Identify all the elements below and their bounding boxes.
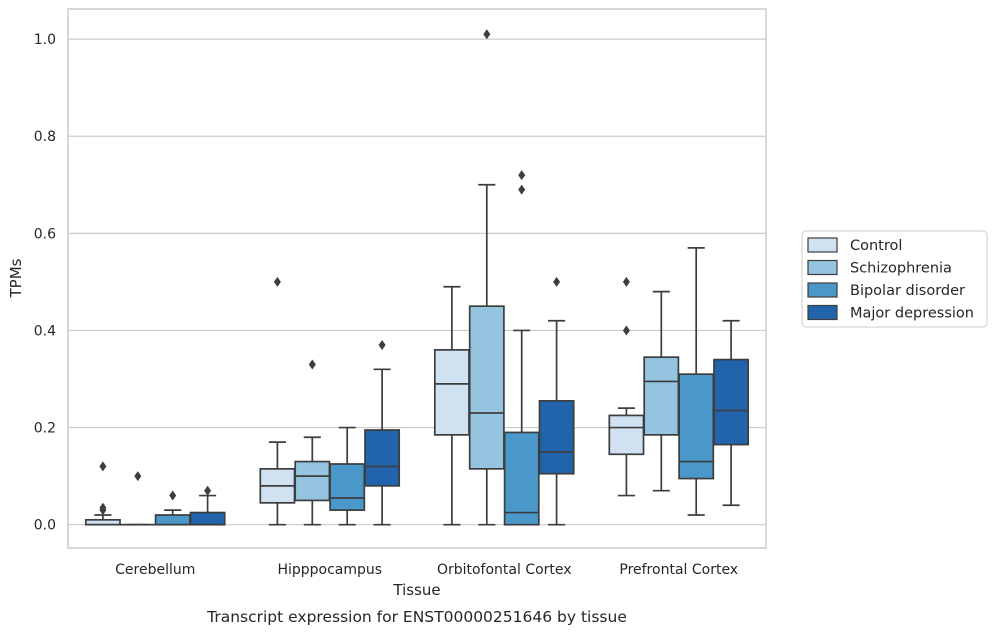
box-iqr (503, 431, 540, 526)
box-control (84, 461, 121, 526)
outlier-point (622, 325, 630, 336)
box-control (259, 276, 296, 526)
outlier-point (99, 461, 107, 472)
x-tick-label: Cerebellum (115, 562, 195, 578)
x-axis-ticks: Cerebellum Hipppocampus Orbitofontal Corte… (115, 562, 738, 578)
legend-label: Bipolar disorder (850, 283, 965, 299)
outlier-point (553, 276, 561, 287)
outlier-point (204, 485, 212, 496)
outlier-point (99, 502, 107, 513)
outlier-point (622, 276, 630, 287)
x-axis-title: Tissue (392, 581, 440, 599)
box-iqr (643, 356, 680, 436)
box-iqr (294, 460, 331, 502)
y-axis-ticks: 0.0 0.2 0.4 0.6 0.8 1.0 (34, 32, 56, 534)
y-tick-label: 0.8 (34, 129, 56, 145)
box-schizophrenia (468, 29, 505, 526)
box-iqr (154, 514, 191, 526)
box-iqr (433, 349, 470, 436)
legend-swatch (807, 282, 838, 298)
box-schizophrenia (294, 359, 331, 526)
box-schizophrenia (643, 290, 680, 492)
box-series (84, 29, 750, 526)
series-schizophrenia (119, 29, 680, 526)
outlier-point (169, 490, 177, 501)
box-bipolar-disorder (154, 490, 191, 526)
legend-label: Schizophrenia (850, 261, 952, 277)
legend-frame (801, 230, 988, 328)
box-major-depression (713, 319, 750, 507)
box-iqr (329, 463, 366, 511)
legend-label: Control (850, 238, 902, 254)
outlier-point (518, 170, 526, 181)
box-iqr (678, 373, 715, 480)
y-tick-label: 1.0 (34, 32, 56, 48)
legend-swatch (807, 259, 838, 276)
y-tick-label: 0.6 (34, 226, 56, 242)
y-tick-label: 0.0 (34, 518, 56, 534)
x-tick-label: Orbitofontal Cortex (437, 562, 572, 578)
series-bipolar-disorder (154, 170, 715, 526)
chart-caption: Transcript expression for ENST0000025164… (206, 608, 627, 626)
outlier-point (518, 184, 526, 195)
box-iqr (364, 429, 401, 487)
box-iqr (713, 358, 750, 446)
plot-frame (67, 8, 767, 549)
legend-swatch (807, 237, 838, 253)
box-bipolar-disorder (678, 247, 715, 516)
legend: Control Schizophrenia Bipolar disorder Majo… (801, 230, 988, 328)
outlier-point (308, 359, 316, 370)
box-iqr (608, 414, 645, 456)
outlier-point (483, 29, 491, 40)
outlier-point (134, 471, 142, 482)
y-tick-label: 0.4 (34, 323, 56, 339)
box-iqr (189, 511, 226, 526)
outlier-point (378, 340, 386, 351)
outlier-point (273, 276, 281, 287)
box-schizophrenia (119, 471, 156, 526)
box-iqr (468, 305, 505, 470)
gridlines (68, 38, 766, 526)
series-control (84, 276, 645, 526)
box-major-depression (364, 340, 401, 526)
legend-label: Major depression (850, 306, 974, 322)
x-tick-label: Prefrontal Cortex (619, 562, 738, 578)
box-control (433, 285, 470, 526)
x-tick-label: Hipppocampus (277, 562, 382, 578)
box-control (608, 276, 645, 497)
box-major-depression (538, 276, 575, 526)
series-major-depression (189, 276, 750, 526)
box-major-depression (189, 485, 226, 526)
box-bipolar-disorder (329, 426, 366, 526)
box-bipolar-disorder (503, 170, 540, 526)
y-tick-label: 0.2 (34, 421, 56, 437)
y-axis-title: TPMs (7, 258, 25, 298)
box-iqr (538, 400, 575, 475)
legend-swatch (807, 304, 838, 321)
